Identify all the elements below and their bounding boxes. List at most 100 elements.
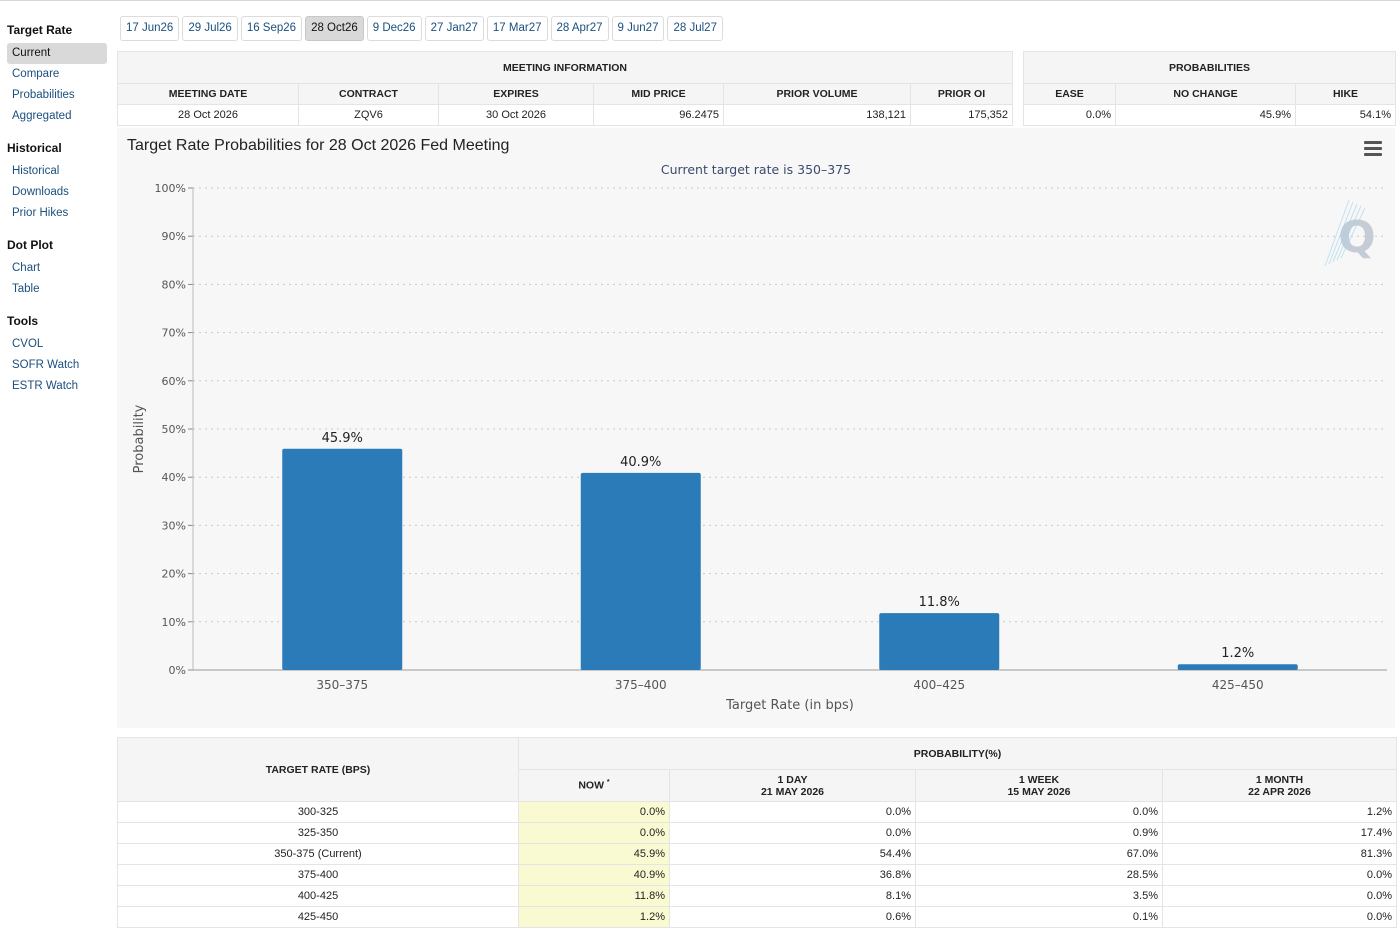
tab-meeting-date[interactable]: 9 Jun27: [611, 16, 665, 41]
y-tick-label: 20%: [162, 568, 186, 581]
watermark-stroke: [1332, 203, 1358, 263]
sidebar-item-historical[interactable]: Historical: [12, 165, 60, 177]
tab-meeting-date[interactable]: 27 Jan27: [424, 16, 484, 41]
target-rate-cell: 300-325: [117, 801, 519, 823]
x-tick-label: 400–425: [913, 678, 965, 692]
meeting-info-title: MEETING INFORMATION: [117, 51, 1013, 84]
sidebar-item-aggregated[interactable]: Aggregated: [12, 110, 72, 122]
now-prob-cell: 0.0%: [518, 801, 670, 823]
watermark-stroke: [1324, 199, 1350, 267]
y-tick-label: 100%: [155, 182, 186, 195]
table-row: 325-350 0.0% 0.0% 0.9% 17.4%: [117, 822, 1397, 844]
now-prob-cell: 11.8%: [518, 885, 670, 907]
tab-meeting-date[interactable]: 16 Sep26: [240, 16, 303, 41]
sidebar-item-downloads[interactable]: Downloads: [12, 186, 69, 198]
sidebar-item-cvol[interactable]: CVOL: [12, 338, 44, 350]
bar-data-label: 11.8%: [919, 595, 960, 610]
y-tick-label: 90%: [162, 230, 186, 243]
one-week-prob-cell: 0.0%: [915, 801, 1163, 823]
col-header-now: NOW *: [518, 769, 670, 802]
col-header-1-day: 1 DAY 21 MAY 2026: [669, 769, 916, 802]
now-prob-cell: 0.0%: [518, 822, 670, 844]
tab-meeting-date[interactable]: 28 Apr27: [550, 16, 609, 41]
sidebar-item-sofr-watch[interactable]: SOFR Watch: [12, 359, 80, 371]
one-month-prob-cell: 17.4%: [1162, 822, 1397, 844]
watermark-stroke: [1336, 205, 1362, 261]
contract-value: ZQV6: [298, 104, 439, 126]
col-header-line: 1 WEEK: [1018, 773, 1060, 786]
tab-meeting-date-active[interactable]: 28 Oct26: [305, 16, 364, 41]
sidebar-group-historical: Historical Historical Downloads Prior Hi…: [0, 136, 112, 224]
sidebar-item-chart[interactable]: Chart: [12, 262, 41, 274]
probabilities-summary-table: PROBABILITIES EASE NO CHANGE HIKE 0.0% 4…: [1023, 51, 1396, 126]
tab-meeting-date[interactable]: 29 Jul26: [182, 16, 238, 41]
tab-meeting-date[interactable]: 28 Jul27: [667, 16, 723, 41]
one-month-prob-cell: 81.3%: [1162, 843, 1397, 865]
col-header-date: 22 APR 2026: [1248, 785, 1311, 798]
one-week-prob-cell: 28.5%: [915, 864, 1163, 886]
tab-meeting-date[interactable]: 17 Jun26: [120, 16, 180, 41]
y-tick-label: 40%: [162, 471, 186, 484]
one-week-prob-cell: 0.1%: [915, 906, 1163, 928]
x-tick-label: 375–400: [615, 678, 667, 692]
col-header: EXPIRES: [438, 83, 594, 105]
one-day-prob-cell: 0.0%: [669, 801, 916, 823]
tab-meeting-date[interactable]: 17 Mar27: [486, 16, 548, 41]
y-tick-label: 30%: [162, 519, 186, 532]
col-header: HIKE: [1295, 83, 1396, 105]
y-tick-label: 70%: [162, 327, 186, 340]
hamburger-menu-icon[interactable]: [1364, 141, 1382, 156]
target-rate-cell: 325-350: [117, 822, 519, 844]
y-tick-label: 60%: [162, 375, 186, 388]
sidebar-item-estr-watch[interactable]: ESTR Watch: [12, 380, 79, 392]
sidebar-item-compare[interactable]: Compare: [12, 68, 60, 80]
target-rate-cell: 425-450: [117, 906, 519, 928]
one-day-prob-cell: 8.1%: [669, 885, 916, 907]
sidebar-item-table[interactable]: Table: [12, 283, 40, 295]
meeting-date-value: 28 Oct 2026: [117, 104, 299, 126]
target-rate-cell: 375-400: [117, 864, 519, 886]
chart-title: Target Rate Probabilities for 28 Oct 202…: [127, 137, 510, 154]
meeting-info-table: MEETING INFORMATION MEETING DATE CONTRAC…: [117, 51, 1013, 126]
col-header: EASE: [1023, 83, 1116, 105]
col-header-line: 1 DAY: [777, 773, 808, 786]
y-tick-label: 10%: [162, 616, 186, 629]
col-header: PRIOR VOLUME: [723, 83, 911, 105]
target-rate-cell: 400-425: [117, 885, 519, 907]
sidebar-group-target-rate: Target Rate Current Compare Probabilitie…: [0, 18, 112, 127]
bar: [580, 472, 701, 670]
bar-data-label: 1.2%: [1221, 646, 1254, 661]
table-row: 400-425 11.8% 8.1% 3.5% 0.0%: [117, 885, 1397, 907]
x-axis-title: Target Rate (in bps): [725, 698, 854, 713]
now-prob-cell: 45.9%: [518, 843, 670, 865]
col-header-1-month: 1 MONTH 22 APR 2026: [1162, 769, 1397, 802]
mid-price-value: 96.2475: [593, 104, 724, 126]
one-month-prob-cell: 0.0%: [1162, 906, 1397, 928]
hike-value: 54.1%: [1295, 104, 1396, 126]
top-border: [0, 0, 1400, 1]
one-month-prob-cell: 0.0%: [1162, 885, 1397, 907]
watermark-logo: Q: [1338, 212, 1375, 263]
prior-oi-value: 175,352: [910, 104, 1013, 126]
col-header-1-week: 1 WEEK 15 MAY 2026: [915, 769, 1163, 802]
bar-data-label: 40.9%: [620, 455, 661, 470]
now-prob-cell: 40.9%: [518, 864, 670, 886]
sidebar-item-probabilities[interactable]: Probabilities: [12, 89, 75, 101]
y-axis-title: Probability: [132, 404, 147, 473]
y-tick-label: 50%: [162, 423, 186, 436]
chart-subtitle: Current target rate is 350–375: [660, 162, 852, 177]
meeting-date-tabs: 17 Jun26 29 Jul26 16 Sep26 28 Oct26 9 De…: [120, 16, 723, 41]
probability-group-header: PROBABILITY(%): [518, 737, 1397, 770]
col-header: PRIOR OI: [910, 83, 1013, 105]
col-header: MID PRICE: [593, 83, 724, 105]
col-header: CONTRACT: [298, 83, 439, 105]
one-week-prob-cell: 67.0%: [915, 843, 1163, 865]
sidebar-item-prior-hikes[interactable]: Prior Hikes: [12, 207, 69, 219]
target-rate-cell: 350-375 (Current): [117, 843, 519, 865]
now-prob-cell: 1.2%: [518, 906, 670, 928]
sidebar-group-dot-plot: Dot Plot Chart Table: [0, 233, 112, 300]
watermark-stroke: [1340, 207, 1366, 259]
tab-meeting-date[interactable]: 9 Dec26: [366, 16, 422, 41]
col-header: NO CHANGE: [1115, 83, 1296, 105]
sidebar-item-current[interactable]: Current: [7, 43, 107, 64]
